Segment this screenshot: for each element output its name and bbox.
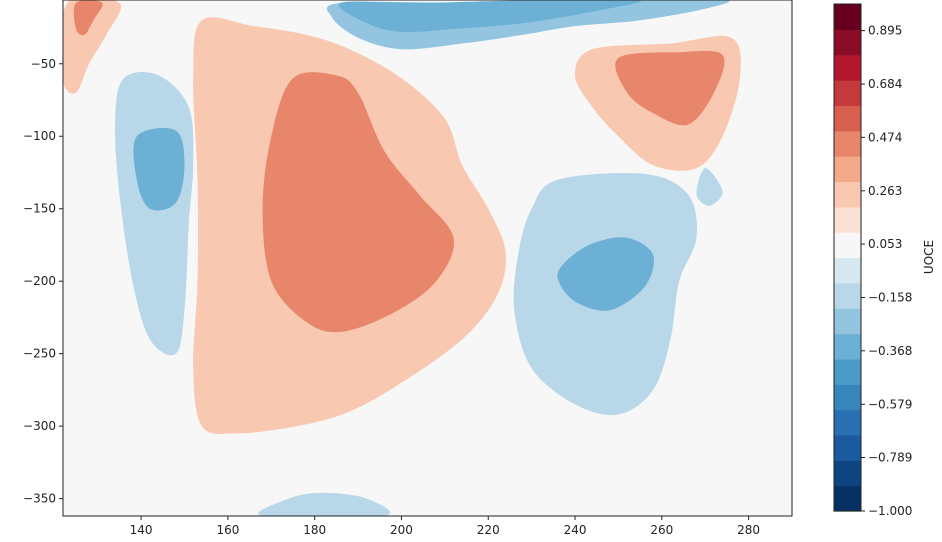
colorbar-tick-label: −0.579 [868, 397, 912, 411]
colorbar-tick-label: 0.684 [868, 77, 902, 91]
y-axis: −50 −100 −150 −200 −250 −300 −350 [23, 57, 63, 506]
colorbar-segment [834, 308, 861, 335]
x-tick-label: 140 [130, 523, 153, 537]
colorbar-tick-label: −0.158 [868, 291, 912, 305]
colorbar-segment [834, 232, 861, 259]
colorbar-segment [834, 257, 861, 284]
y-tick-label: −300 [23, 419, 56, 433]
y-tick-label: −150 [23, 202, 56, 216]
colorbar-segment [834, 384, 861, 411]
contour-region-14 [262, 72, 455, 333]
colorbar-tick-label: 0.263 [868, 184, 902, 198]
colorbar-segment [834, 282, 861, 309]
colorbar-tick-label: 0.474 [868, 130, 902, 144]
colorbar-segment [834, 156, 861, 183]
colorbar-segment [834, 460, 861, 487]
colorbar-segment [834, 434, 861, 461]
x-tick-label: 160 [216, 523, 239, 537]
colorbar-segment [834, 105, 861, 132]
x-tick-label: 240 [564, 523, 587, 537]
y-tick-label: −350 [23, 492, 56, 506]
colorbar-tick-label: −0.368 [868, 344, 912, 358]
contour-region-6 [338, 0, 642, 33]
y-tick-label: −200 [23, 274, 56, 288]
y-tick-label: −250 [23, 347, 56, 361]
x-tick-label: 220 [477, 523, 500, 537]
y-tick-label: −100 [23, 129, 56, 143]
y-tick-label: −50 [31, 57, 56, 71]
colorbar-segment [834, 181, 861, 208]
x-tick-label: 200 [390, 523, 413, 537]
contour-region-5 [133, 127, 185, 211]
colorbar-tick-label: 0.895 [868, 24, 902, 38]
colorbar-segment [834, 206, 861, 233]
x-tick-label: 280 [737, 523, 760, 537]
x-tick-label: 180 [303, 523, 326, 537]
x-axis: 140 160 180 200 220 240 260 280 [130, 516, 760, 537]
colorbar-segments [834, 4, 861, 512]
colorbar-segment [834, 29, 861, 56]
colorbar-segment [834, 4, 861, 30]
colorbar-ticks: 0.895 0.684 0.474 0.263 0.053 −0.158 −0.368 −0.… [861, 24, 912, 518]
contour-region-3 [258, 492, 391, 516]
colorbar-segment [834, 130, 861, 157]
colorbar-tick-label: 0.053 [868, 237, 902, 251]
x-tick-label: 260 [650, 523, 673, 537]
colorbar-tick-label: −0.789 [868, 451, 912, 465]
colorbar-segment [834, 80, 861, 106]
contour-region-4 [696, 168, 723, 206]
contour-region-15 [615, 50, 725, 126]
colorbar-segment [834, 409, 861, 436]
colorbar-segment [834, 333, 861, 360]
colorbar-segment [834, 358, 861, 385]
contour-region-16 [73, 0, 103, 36]
colorbar-tick-label: −1.000 [868, 504, 912, 518]
colorbar-frame [833, 3, 862, 512]
plot-area [62, 0, 793, 517]
colorbar-label: UOCE [922, 240, 936, 274]
plot-frame [62, 0, 793, 517]
colorbar: 0.895 0.684 0.474 0.263 0.053 −0.158 −0.368 −0.… [833, 3, 936, 518]
colorbar-segment [834, 485, 861, 512]
contour-region-7 [557, 237, 655, 311]
contour-fills [63, 0, 766, 516]
colorbar-segment [834, 54, 861, 81]
